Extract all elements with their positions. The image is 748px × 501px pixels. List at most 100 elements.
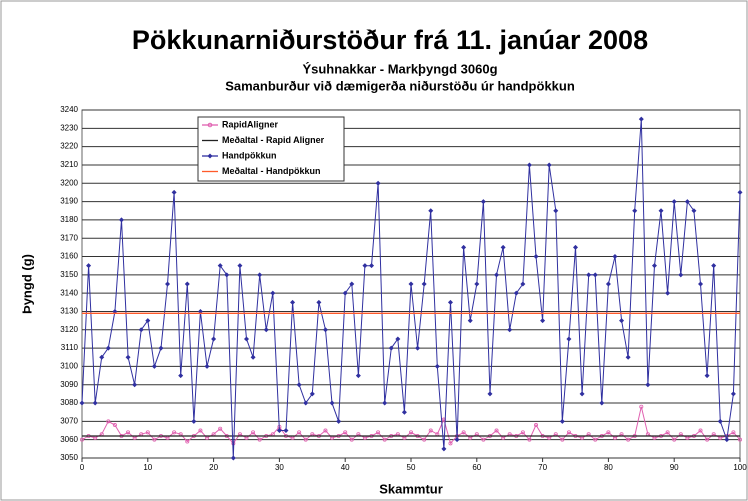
x-tick-label: 40 bbox=[341, 463, 350, 472]
marker bbox=[172, 430, 177, 435]
x-tick-label: 30 bbox=[275, 463, 284, 472]
marker bbox=[605, 281, 611, 287]
marker bbox=[296, 382, 302, 388]
marker bbox=[526, 162, 532, 168]
marker bbox=[651, 263, 657, 269]
y-tick-label: 3120 bbox=[60, 325, 78, 334]
marker bbox=[737, 189, 743, 195]
marker bbox=[731, 430, 736, 435]
marker bbox=[540, 318, 546, 324]
marker bbox=[251, 430, 256, 435]
marker bbox=[645, 382, 651, 388]
marker bbox=[80, 437, 85, 442]
marker bbox=[388, 345, 394, 351]
y-tick-label: 3130 bbox=[60, 307, 78, 316]
marker bbox=[191, 418, 197, 424]
marker bbox=[428, 208, 434, 214]
marker bbox=[158, 345, 164, 351]
chart-subtitle: Ýsuhnakkar - Markþyngd 3060g bbox=[302, 61, 497, 76]
x-tick-label: 90 bbox=[670, 463, 679, 472]
y-tick-label: 3210 bbox=[60, 160, 78, 169]
marker bbox=[573, 244, 578, 250]
x-tick-label: 100 bbox=[733, 463, 747, 472]
marker bbox=[198, 428, 203, 433]
marker bbox=[303, 400, 309, 406]
chart-title: Pökkunarniðurstöður frá 11. janúar 2008 bbox=[132, 25, 648, 55]
marker bbox=[494, 272, 500, 278]
marker bbox=[118, 217, 124, 223]
marker bbox=[500, 244, 506, 250]
marker bbox=[217, 263, 223, 269]
marker bbox=[560, 437, 565, 442]
marker bbox=[257, 437, 262, 442]
marker bbox=[480, 199, 486, 205]
marker bbox=[421, 281, 427, 287]
marker bbox=[408, 281, 414, 287]
marker bbox=[138, 327, 144, 333]
marker bbox=[336, 418, 342, 424]
marker bbox=[533, 254, 539, 260]
marker bbox=[323, 428, 328, 433]
marker bbox=[717, 418, 723, 424]
marker bbox=[593, 437, 598, 442]
marker bbox=[297, 430, 302, 435]
marker bbox=[237, 263, 243, 269]
x-tick-label: 70 bbox=[538, 463, 547, 472]
marker bbox=[507, 327, 513, 333]
marker bbox=[678, 272, 684, 278]
marker bbox=[566, 336, 572, 342]
marker bbox=[112, 423, 117, 428]
marker bbox=[672, 437, 677, 442]
marker bbox=[322, 327, 328, 333]
marker bbox=[270, 290, 276, 296]
marker bbox=[711, 263, 717, 269]
marker bbox=[171, 189, 177, 195]
legend-box bbox=[197, 116, 345, 182]
marker bbox=[474, 281, 480, 287]
marker bbox=[152, 437, 157, 442]
marker bbox=[658, 208, 664, 214]
marker bbox=[638, 116, 644, 122]
marker bbox=[329, 400, 335, 406]
marker bbox=[230, 455, 236, 461]
marker bbox=[599, 400, 605, 406]
marker bbox=[625, 354, 631, 360]
x-tick-label: 60 bbox=[472, 463, 481, 472]
y-tick-label: 3090 bbox=[60, 380, 78, 389]
marker bbox=[125, 354, 131, 360]
marker bbox=[671, 199, 677, 205]
marker bbox=[691, 208, 697, 214]
marker bbox=[698, 428, 703, 433]
marker bbox=[534, 423, 539, 428]
marker bbox=[520, 430, 525, 435]
marker bbox=[132, 382, 138, 388]
legend-label: Meðaltal - Rapid Aligner bbox=[222, 135, 325, 145]
marker bbox=[395, 336, 401, 342]
marker bbox=[263, 327, 269, 333]
marker bbox=[665, 290, 671, 296]
marker bbox=[415, 345, 421, 351]
marker bbox=[250, 354, 256, 360]
x-tick-label: 10 bbox=[143, 463, 152, 472]
marker bbox=[684, 199, 690, 205]
marker bbox=[375, 180, 381, 186]
y-tick-label: 3050 bbox=[60, 453, 78, 462]
marker bbox=[632, 208, 638, 214]
marker bbox=[276, 428, 282, 434]
marker bbox=[376, 430, 381, 435]
marker bbox=[342, 290, 348, 296]
marker bbox=[126, 430, 131, 435]
marker bbox=[382, 400, 388, 406]
legend-marker bbox=[207, 122, 213, 128]
y-tick-label: 3150 bbox=[60, 270, 78, 279]
marker bbox=[349, 281, 355, 287]
marker bbox=[428, 428, 433, 433]
marker bbox=[467, 318, 473, 324]
marker bbox=[698, 281, 704, 287]
marker bbox=[441, 446, 447, 452]
marker bbox=[178, 373, 184, 379]
marker bbox=[619, 318, 625, 324]
marker bbox=[422, 437, 427, 442]
marker bbox=[612, 254, 618, 260]
marker bbox=[705, 437, 710, 442]
